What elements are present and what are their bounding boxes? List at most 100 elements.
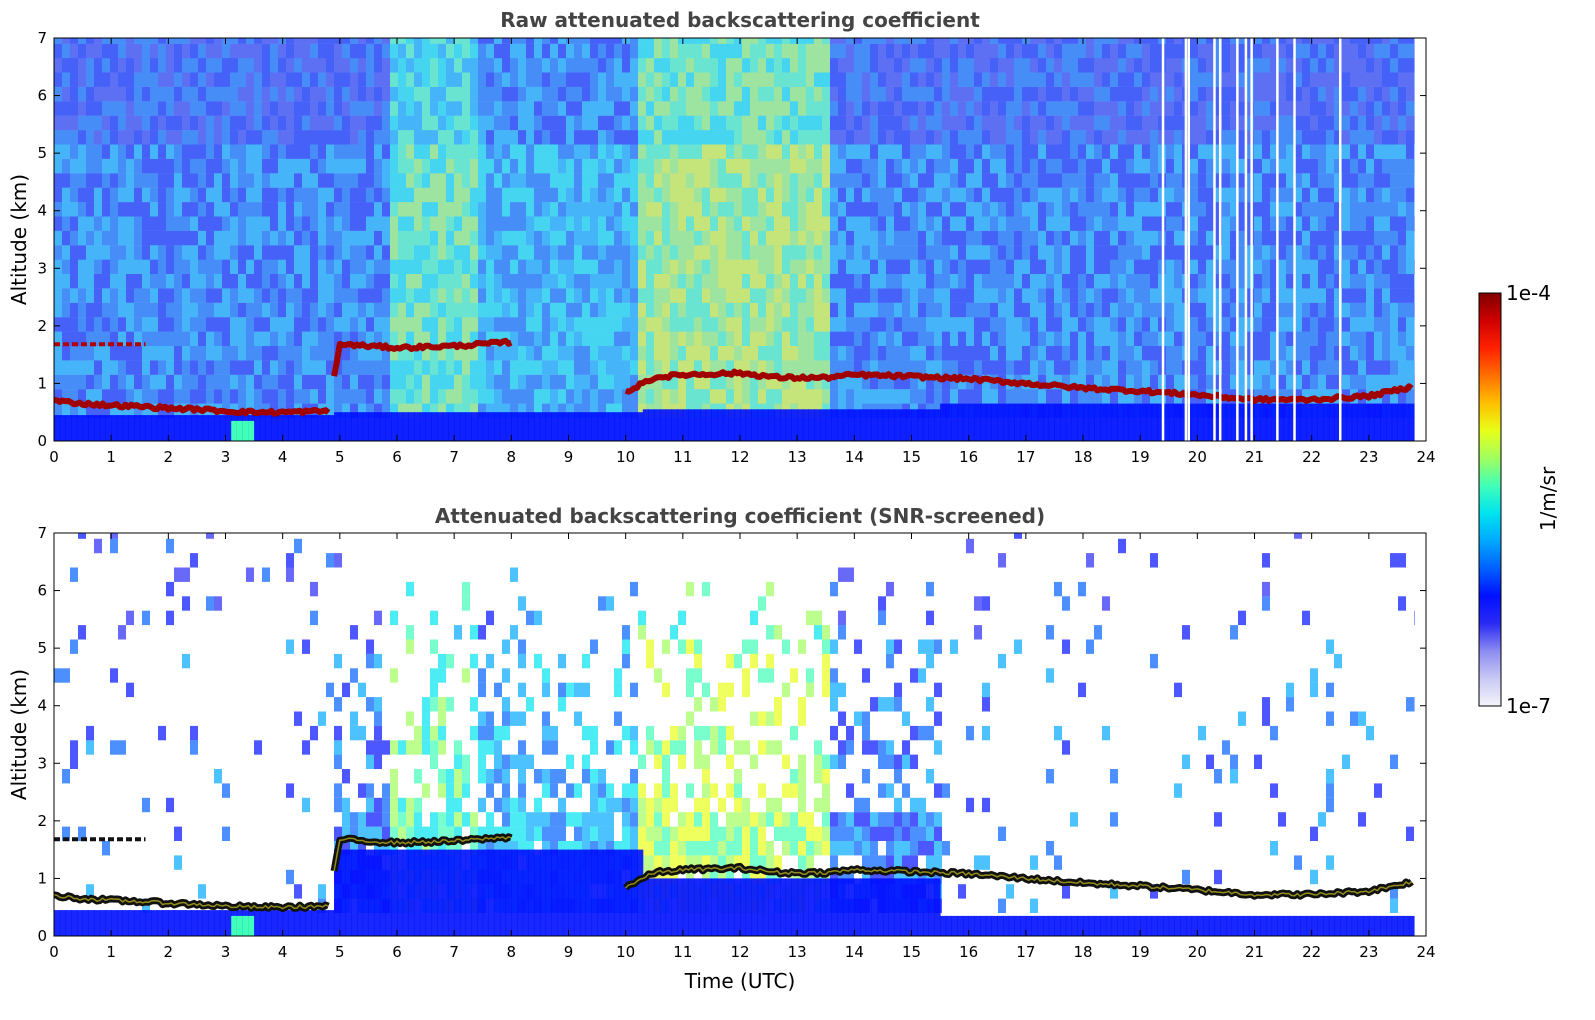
top-signal-cell bbox=[1342, 288, 1350, 303]
top-signal-cell bbox=[206, 187, 214, 203]
top-signal-cell bbox=[78, 230, 86, 246]
top-signal-cell bbox=[550, 360, 558, 375]
top-signal-cell bbox=[1126, 389, 1134, 404]
top-signal-cell bbox=[1038, 360, 1046, 375]
top-signal-cell bbox=[894, 389, 902, 404]
top-signal-cell bbox=[1278, 331, 1286, 346]
top-signal-cell bbox=[62, 101, 70, 116]
top-signal-cell bbox=[1118, 245, 1126, 260]
top-signal-cell bbox=[398, 173, 406, 188]
top-signal-cell bbox=[1190, 360, 1198, 375]
top-signal-cell bbox=[814, 173, 822, 188]
top-signal-cell bbox=[1054, 360, 1062, 375]
top-signal-cell bbox=[1126, 72, 1134, 87]
top-signal-cell bbox=[1358, 230, 1366, 246]
top-boundary-layer bbox=[1237, 403, 1244, 441]
top-signal-cell bbox=[542, 259, 550, 274]
top-signal-cell bbox=[1302, 43, 1310, 59]
top-signal-cell bbox=[910, 202, 918, 217]
top-signal-cell bbox=[798, 144, 806, 159]
top-signal-cell bbox=[582, 115, 590, 131]
top-signal-cell bbox=[654, 288, 662, 303]
top-signal-cell bbox=[702, 288, 710, 303]
top-signal-cell bbox=[510, 38, 518, 44]
top-signal-cell bbox=[270, 374, 278, 390]
top-signal-cell bbox=[1038, 115, 1046, 131]
top-signal-cell bbox=[574, 288, 582, 303]
top-signal-cell bbox=[654, 245, 662, 260]
top-signal-cell bbox=[1190, 173, 1198, 188]
top-signal-cell bbox=[718, 130, 726, 145]
top-signal-cell bbox=[446, 317, 454, 332]
top-signal-cell bbox=[1014, 288, 1022, 303]
top-boundary-layer bbox=[265, 415, 272, 441]
top-signal-cell bbox=[1230, 130, 1238, 145]
top-signal-cell bbox=[966, 317, 974, 332]
top-signal-cell bbox=[1062, 101, 1070, 116]
top-signal-cell bbox=[422, 245, 430, 260]
top-signal-cell bbox=[646, 43, 654, 59]
top-signal-cell bbox=[1350, 245, 1358, 260]
top-signal-cell bbox=[1206, 360, 1214, 375]
top-boundary-layer bbox=[751, 409, 758, 441]
top-signal-cell bbox=[86, 38, 94, 44]
top-signal-cell bbox=[1094, 158, 1102, 174]
top-signal-cell bbox=[846, 38, 854, 44]
top-signal-cell bbox=[814, 58, 822, 73]
top-signal-cell bbox=[646, 216, 654, 231]
top-signal-cell bbox=[62, 389, 70, 404]
top-signal-cell bbox=[222, 158, 230, 174]
top-signal-cell bbox=[70, 288, 78, 303]
top-signal-cell bbox=[1294, 360, 1302, 375]
top-signal-cell bbox=[270, 274, 278, 289]
top-signal-cell bbox=[678, 43, 686, 59]
top-signal-cell bbox=[238, 158, 246, 174]
top-signal-cell bbox=[774, 173, 782, 188]
top-signal-cell bbox=[566, 158, 574, 174]
top-signal-cell bbox=[886, 302, 894, 318]
top-signal-cell bbox=[542, 187, 550, 203]
top-signal-cell bbox=[670, 101, 678, 116]
top-signal-cell bbox=[422, 86, 430, 102]
top-signal-cell bbox=[1246, 274, 1254, 289]
top-signal-cell bbox=[1310, 288, 1318, 303]
top-signal-cell bbox=[398, 245, 406, 260]
top-signal-cell bbox=[238, 58, 246, 73]
top-signal-cell bbox=[406, 38, 414, 44]
top-signal-cell bbox=[950, 86, 958, 102]
top-signal-cell bbox=[678, 86, 686, 102]
top-signal-cell bbox=[662, 331, 670, 346]
top-signal-cell bbox=[678, 72, 686, 87]
top-signal-cell bbox=[678, 346, 686, 361]
top-signal-cell bbox=[550, 173, 558, 188]
top-signal-cell bbox=[934, 86, 942, 102]
top-signal-cell bbox=[246, 259, 254, 274]
top-signal-cell bbox=[246, 346, 254, 361]
top-signal-cell bbox=[582, 173, 590, 188]
top-signal-cell bbox=[950, 389, 958, 404]
top-signal-cell bbox=[846, 58, 854, 73]
top-signal-cell bbox=[878, 331, 886, 346]
top-signal-cell bbox=[910, 302, 918, 318]
top-signal-cell bbox=[902, 144, 910, 159]
top-signal-cell bbox=[494, 43, 502, 59]
top-signal-cell bbox=[1262, 360, 1270, 375]
top-signal-cell bbox=[814, 346, 822, 361]
top-signal-cell bbox=[862, 302, 870, 318]
top-boundary-layer bbox=[459, 412, 467, 441]
top-signal-cell bbox=[1134, 130, 1142, 145]
top-signal-cell bbox=[798, 374, 806, 390]
top-signal-cell bbox=[174, 288, 182, 303]
top-boundary-layer bbox=[379, 412, 386, 441]
top-signal-cell bbox=[1198, 288, 1206, 303]
top-signal-cell bbox=[1406, 360, 1414, 375]
top-signal-cell bbox=[102, 43, 110, 59]
top-signal-cell bbox=[774, 389, 782, 404]
top-signal-cell bbox=[134, 173, 142, 188]
top-signal-cell bbox=[1046, 202, 1054, 217]
top-boundary-layer bbox=[317, 415, 324, 441]
top-signal-cell bbox=[382, 403, 390, 418]
top-signal-cell bbox=[662, 43, 670, 59]
top-signal-cell bbox=[190, 245, 198, 260]
top-signal-cell bbox=[1102, 158, 1110, 174]
